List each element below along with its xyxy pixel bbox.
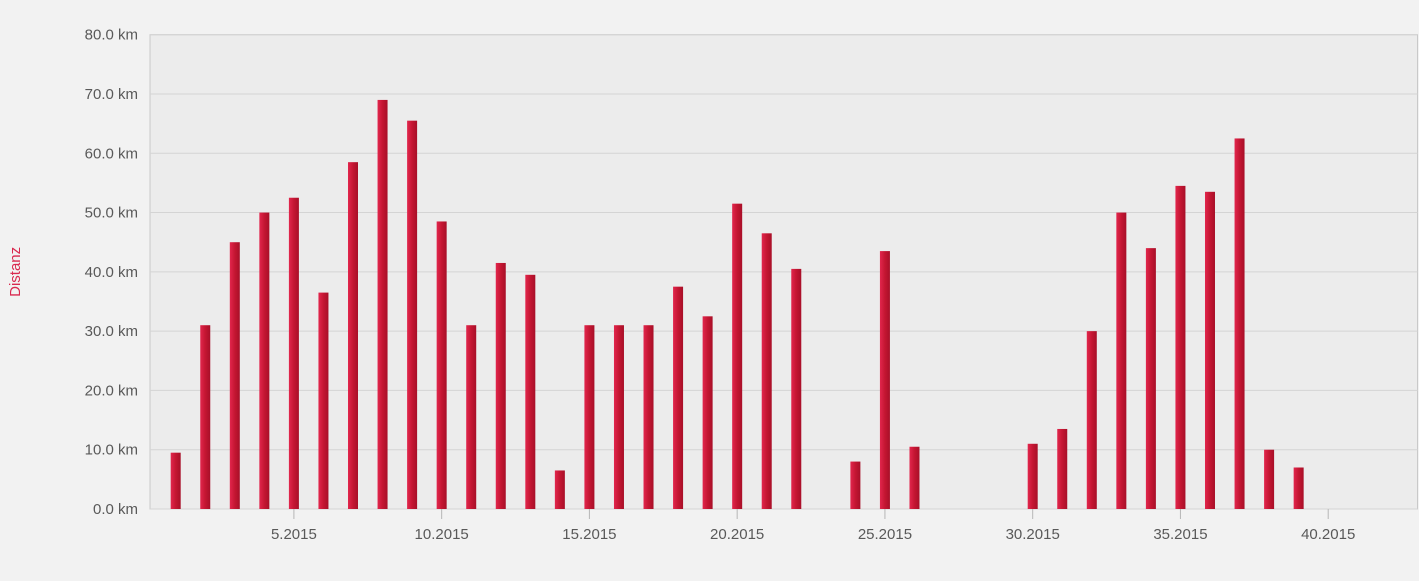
svg-text:30.0 km: 30.0 km [85, 323, 138, 340]
svg-text:35.2015: 35.2015 [1153, 526, 1207, 543]
svg-text:20.2015: 20.2015 [710, 526, 764, 543]
svg-text:10.2015: 10.2015 [415, 526, 469, 543]
svg-text:10.0 km: 10.0 km [85, 442, 138, 459]
svg-text:40.2015: 40.2015 [1301, 526, 1355, 543]
svg-text:25.2015: 25.2015 [858, 526, 912, 543]
svg-text:50.0 km: 50.0 km [85, 205, 138, 222]
svg-text:40.0 km: 40.0 km [85, 264, 138, 281]
svg-text:30.2015: 30.2015 [1006, 526, 1060, 543]
svg-text:70.0 km: 70.0 km [85, 86, 138, 103]
svg-text:5.2015: 5.2015 [271, 526, 317, 543]
svg-text:15.2015: 15.2015 [562, 526, 616, 543]
svg-text:60.0 km: 60.0 km [85, 145, 138, 162]
svg-text:0.0 km: 0.0 km [93, 501, 138, 518]
svg-text:80.0 km: 80.0 km [85, 27, 138, 44]
svg-text:Distanz: Distanz [7, 247, 24, 297]
svg-text:20.0 km: 20.0 km [85, 382, 138, 399]
